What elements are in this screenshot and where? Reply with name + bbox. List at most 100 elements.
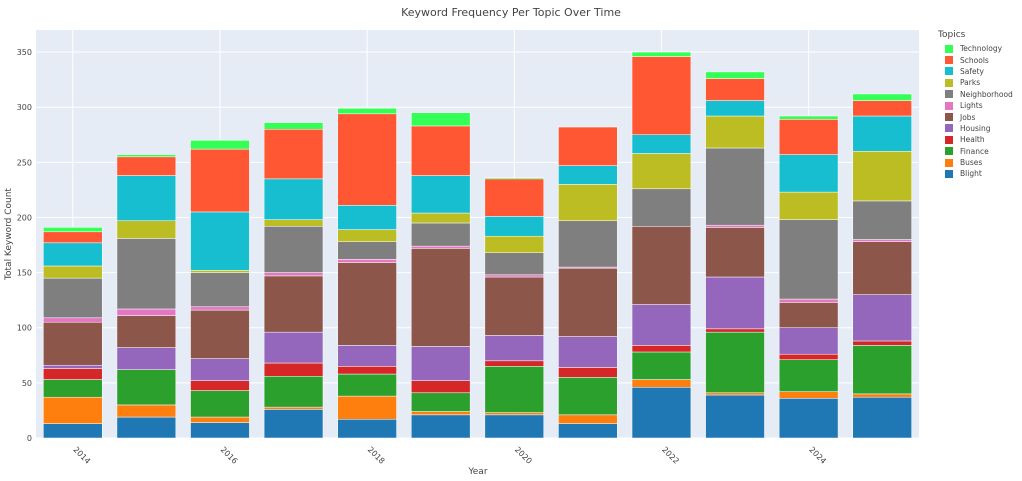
legend-swatch [945,67,953,76]
bar-segment-finance [190,390,250,418]
x-tick-label: 2016 [219,445,240,466]
bar-segment-buses [263,406,324,410]
bars [43,51,912,439]
bar-segment-lights [484,274,544,278]
bar-segment-jobs [484,276,544,336]
bar-segment-parks [337,229,397,242]
bar-segment-lights [411,245,471,249]
bar-segment-buses [705,392,765,396]
bar-segment-schools [705,78,765,101]
x-tick-label: 2020 [513,445,534,466]
legend-label: Blight [960,169,982,179]
bar-segment-lights [778,298,839,303]
legend-label: Finance [960,146,989,156]
legend-label: Lights [960,101,983,111]
legend-item[interactable]: Schools [938,54,1013,65]
legend-item[interactable]: Finance [938,146,1013,157]
bar-segment-blight [852,396,912,439]
bar-segment-parks [558,184,618,222]
bar-segment-technology [116,154,177,158]
legend-label: Housing [960,123,991,133]
legend-swatch [945,44,953,53]
bar-segment-parks [705,115,765,149]
bar-segment-schools [411,125,471,176]
bar-segment-housing [43,364,103,369]
y-tick-label: 200 [17,213,32,222]
legend-item[interactable]: Parks [938,77,1013,88]
legend-item[interactable]: Neighborhood [938,89,1013,100]
bar-segment-buses [411,411,471,416]
bar-segment-housing [705,276,765,330]
bar-segment-neighborhood [411,222,471,247]
bar-segment-jobs [116,315,177,348]
bar-segment-technology [852,93,912,101]
legend-item[interactable]: Health [938,134,1013,145]
bar-segment-housing [852,294,912,342]
legend-swatch [945,101,953,110]
bar-segment-buses [631,379,692,388]
legend-swatch [945,124,953,133]
bar-segment-safety [558,165,618,185]
plot-background [36,30,919,438]
y-tick-label: 50 [22,379,32,388]
bar-segment-finance [411,392,471,412]
bar-segment-technology [263,122,324,130]
chart-title: Keyword Frequency Per Topic Over Time [401,6,621,19]
bar-segment-finance [263,375,324,408]
bar-segment-housing [484,335,544,362]
bar-segment-blight [778,398,839,439]
bar-segment-housing [116,347,177,370]
bar-segment-housing [411,346,471,381]
bar-segment-buses [116,404,177,418]
bar-segment-safety [631,134,692,154]
bar-segment-finance [778,359,839,392]
legend-label: Technology [960,44,1003,54]
bar-segment-parks [778,191,839,220]
bar-segment-schools [852,100,912,117]
grid-lines [36,30,919,439]
bar-segment-finance [705,331,765,394]
bar-segment-safety [852,115,912,152]
bar-segment-health [778,353,839,360]
bar-segment-buses [43,396,103,424]
bar-segment-finance [337,373,397,397]
legend-item[interactable]: Blight [938,168,1013,179]
legend-label: Buses [960,158,983,168]
bar-segment-blight [484,414,544,439]
bar-segment-neighborhood [43,277,103,319]
bar-segment-health [190,380,250,391]
legend-item[interactable]: Jobs [938,111,1013,122]
legend-swatch [945,113,953,122]
legend-item[interactable]: Buses [938,157,1013,168]
bar-segment-neighborhood [852,200,912,240]
legend-item[interactable]: Lights [938,100,1013,111]
x-tick-label: 2024 [807,445,828,466]
bar-segment-finance [116,369,177,406]
legend-swatch [945,90,953,99]
bar-segment-housing [778,327,839,355]
bar-segment-parks [852,151,912,202]
bar-segment-blight [43,423,103,439]
bar-segment-buses [484,412,544,416]
bar-segment-jobs [852,241,912,295]
y-tick-label: 350 [17,48,32,57]
legend-swatch [945,147,953,156]
legend-swatch [945,135,953,144]
legend-item[interactable]: Safety [938,66,1013,77]
bar-segment-technology [43,227,103,233]
bar-segment-neighborhood [484,252,544,276]
bar-segment-safety [411,175,471,214]
bar-segment-housing [263,331,324,364]
legend-item[interactable]: Housing [938,123,1013,134]
bar-segment-buses [337,395,397,420]
y-tick-label: 250 [17,158,32,167]
bar-segment-parks [631,153,692,190]
bar-segment-technology [778,115,839,120]
bar-segment-schools [484,178,544,217]
legend-swatch [945,56,953,65]
legend-item[interactable]: Technology [938,43,1013,54]
legend-label: Jobs [960,112,976,122]
bar-segment-lights [852,239,912,242]
bar-segment-finance [43,379,103,398]
